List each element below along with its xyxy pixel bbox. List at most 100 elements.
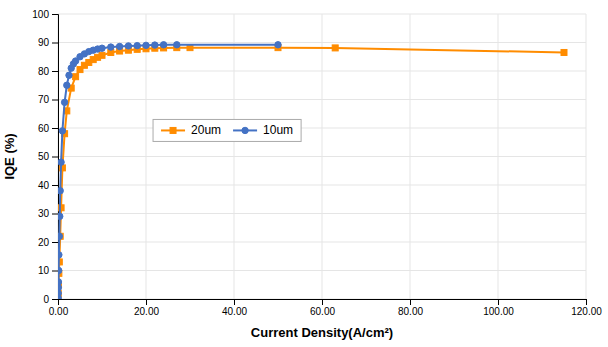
tick: 60 [38,123,58,134]
tick: 40.00 [222,299,247,317]
grid [58,14,586,299]
tick-label: 50 [38,151,50,162]
y-axis-title: IQE (%) [2,133,17,179]
data-point [108,44,114,50]
data-point [58,213,63,219]
series-group [58,42,567,299]
tick-label: 30 [38,208,50,219]
legend: 20um 10um [153,119,301,141]
grid-line [58,242,586,243]
tick-mark [52,242,58,243]
tick: 90 [38,37,58,48]
tick-mark [52,14,58,15]
tick-mark [586,299,587,305]
tick: 70 [38,94,58,105]
tick: 20.00 [134,299,159,317]
tick-label: 40 [38,180,50,191]
tick-mark [498,299,499,305]
tick: 60.00 [310,299,335,317]
data-point [73,74,79,80]
tick: 100.00 [483,299,514,317]
tick-mark [146,299,147,305]
data-point [58,252,62,258]
plot-area: 0.00 20.00 40.00 60.00 80.00 100.00 120.00 0 10 2… [32,9,602,317]
tick-mark [322,299,323,305]
grid-line [58,128,586,129]
grid-line [58,156,586,157]
data-point [143,42,149,48]
series [58,42,281,299]
tick-label: 120.00 [571,306,602,317]
legend-label: 20um [191,123,221,137]
tick-mark [52,185,58,186]
data-point [174,42,180,48]
tick-label: 0 [43,294,49,305]
axis-line [52,15,59,300]
data-point [58,279,62,285]
legend-item: 20um [161,123,221,137]
tick: 0.00 [49,299,69,317]
grid-line [58,213,586,214]
tick: 100 [32,9,58,20]
data-point [99,45,105,51]
tick-mark [52,43,58,44]
data-point [66,72,72,78]
x-axis-title: Current Density(A/cm²) [251,325,393,340]
data-point [561,49,567,55]
series-line [58,48,564,299]
axis-line [59,300,587,306]
tick: 30 [38,208,58,219]
data-point [59,128,65,134]
tick-label: 10 [38,265,50,276]
tick-label: 20.00 [134,306,159,317]
tick-label: 80.00 [398,306,423,317]
tick-label: 60 [38,123,50,134]
series [58,45,567,299]
tick-mark [52,214,58,215]
tick: 10 [38,265,58,276]
tick-mark [52,299,58,300]
data-point [332,45,338,51]
tick-mark [52,157,58,158]
data-point [134,42,140,48]
data-point [152,42,158,48]
tick-mark [52,100,58,101]
x-axis: 0.00 20.00 40.00 60.00 80.00 100.00 120.00 [49,299,602,317]
grid-line [58,185,586,186]
tick-label: 70 [38,94,50,105]
tick-label: 40.00 [222,306,247,317]
legend-marker [170,127,176,133]
tick: 50 [38,151,58,162]
data-point [116,43,122,49]
tick-label: 20 [38,237,50,248]
grid-line [58,99,586,100]
legend-marker [242,127,248,133]
grid-line [58,270,586,271]
data-point [58,188,63,194]
tick-mark [52,71,58,72]
tick: 0 [43,294,58,305]
data-point [125,43,131,49]
data-point [61,99,67,105]
grid-line [58,14,586,15]
legend-item: 10um [233,123,293,137]
data-point [58,267,62,273]
grid-line [58,71,586,72]
tick-label: 100 [32,9,49,20]
tick-label: 80 [38,66,50,77]
data-point [275,42,281,48]
tick: 80 [38,66,58,77]
tick-mark [52,128,58,129]
data-point [99,52,105,58]
data-point [58,159,64,165]
tick-label: 90 [38,37,50,48]
tick: 20 [38,237,58,248]
data-point [160,42,166,48]
y-axis: 0 10 20 30 40 50 60 70 80 90 100 [32,9,58,305]
tick: 40 [38,180,58,191]
tick: 120.00 [571,299,602,317]
legend-label: 10um [263,123,293,137]
series-line [58,45,278,299]
tick: 80.00 [398,299,423,317]
tick-mark [52,271,58,272]
